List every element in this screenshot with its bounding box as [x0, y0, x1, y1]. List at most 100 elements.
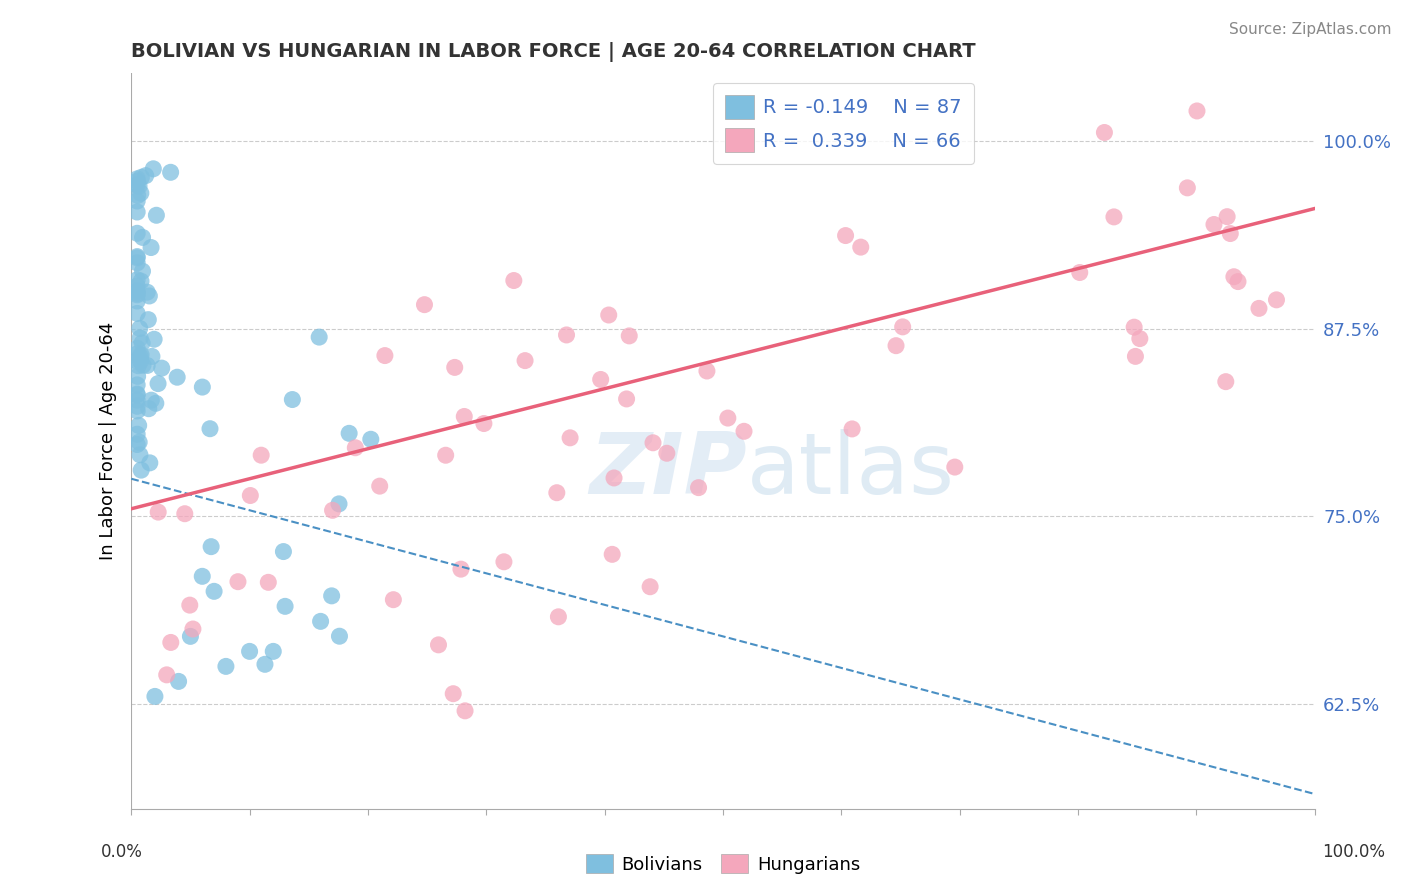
Point — [127, 251, 149, 265]
Point — [129, 331, 152, 345]
Point — [127, 172, 149, 186]
Point — [136, 285, 159, 300]
Point — [368, 479, 391, 493]
Point — [638, 580, 661, 594]
Point — [138, 289, 160, 303]
Point — [127, 273, 149, 287]
Point — [135, 169, 157, 183]
Point — [127, 388, 149, 402]
Point — [127, 378, 149, 392]
Point — [139, 241, 162, 255]
Point — [127, 404, 149, 418]
Point — [159, 635, 181, 649]
Point — [450, 562, 472, 576]
Point — [215, 659, 238, 673]
Point — [129, 348, 152, 362]
Point — [145, 208, 167, 222]
Point — [655, 446, 678, 460]
Point — [322, 503, 344, 517]
Point — [841, 422, 863, 436]
Y-axis label: In Labor Force | Age 20-64: In Labor Force | Age 20-64 — [100, 322, 117, 560]
Point — [127, 342, 149, 356]
Point — [127, 287, 149, 301]
Point — [226, 574, 249, 589]
Point — [159, 165, 181, 179]
Point — [145, 396, 167, 410]
Point — [374, 349, 396, 363]
Point — [1094, 126, 1116, 140]
Point — [616, 392, 638, 406]
Point — [127, 347, 149, 361]
Point — [274, 599, 297, 614]
Point — [127, 188, 149, 202]
Point — [619, 329, 641, 343]
Point — [688, 481, 710, 495]
Point — [132, 358, 155, 372]
Point — [139, 456, 162, 470]
Point — [603, 471, 626, 485]
Text: 100.0%: 100.0% — [1322, 843, 1385, 861]
Point — [453, 409, 475, 424]
Point — [127, 359, 149, 373]
Point — [1227, 275, 1250, 289]
Point — [127, 393, 149, 408]
Point — [128, 179, 150, 194]
Point — [1102, 210, 1125, 224]
Point — [127, 387, 149, 401]
Point — [1202, 218, 1225, 232]
Point — [127, 437, 149, 451]
Text: 0.0%: 0.0% — [101, 843, 143, 861]
Point — [136, 312, 159, 326]
Point — [344, 441, 367, 455]
Point — [281, 392, 304, 407]
Point — [150, 361, 173, 376]
Point — [472, 417, 495, 431]
Point — [250, 448, 273, 462]
Point — [129, 350, 152, 364]
Point — [382, 592, 405, 607]
Point — [131, 336, 153, 351]
Point — [546, 485, 568, 500]
Point — [129, 354, 152, 368]
Point — [200, 540, 222, 554]
Point — [1175, 181, 1198, 195]
Point — [191, 569, 214, 583]
Point — [1219, 227, 1241, 241]
Point — [128, 418, 150, 433]
Point — [173, 507, 195, 521]
Point — [181, 622, 204, 636]
Point — [127, 306, 149, 320]
Point — [321, 589, 343, 603]
Point — [128, 321, 150, 335]
Point — [202, 584, 225, 599]
Text: atlas: atlas — [747, 429, 955, 512]
Point — [127, 178, 149, 192]
Point — [131, 170, 153, 185]
Point — [127, 354, 149, 368]
Point — [849, 240, 872, 254]
Point — [273, 544, 295, 558]
Point — [1216, 210, 1239, 224]
Point — [156, 668, 179, 682]
Text: BOLIVIAN VS HUNGARIAN IN LABOR FORCE | AGE 20-64 CORRELATION CHART: BOLIVIAN VS HUNGARIAN IN LABOR FORCE | A… — [131, 42, 976, 62]
Point — [1069, 266, 1091, 280]
Point — [555, 327, 578, 342]
Point — [253, 657, 276, 672]
Point — [129, 448, 152, 462]
Point — [513, 353, 536, 368]
Point — [239, 644, 262, 658]
Point — [127, 293, 149, 308]
Point — [600, 547, 623, 561]
Point — [884, 339, 907, 353]
Point — [1185, 103, 1208, 118]
Text: ZIP: ZIP — [589, 429, 747, 512]
Point — [891, 319, 914, 334]
Point — [136, 359, 159, 373]
Point — [717, 411, 740, 425]
Point — [179, 629, 201, 643]
Point — [128, 435, 150, 450]
Point — [441, 687, 464, 701]
Point — [1247, 301, 1270, 316]
Point — [129, 274, 152, 288]
Point — [127, 286, 149, 301]
